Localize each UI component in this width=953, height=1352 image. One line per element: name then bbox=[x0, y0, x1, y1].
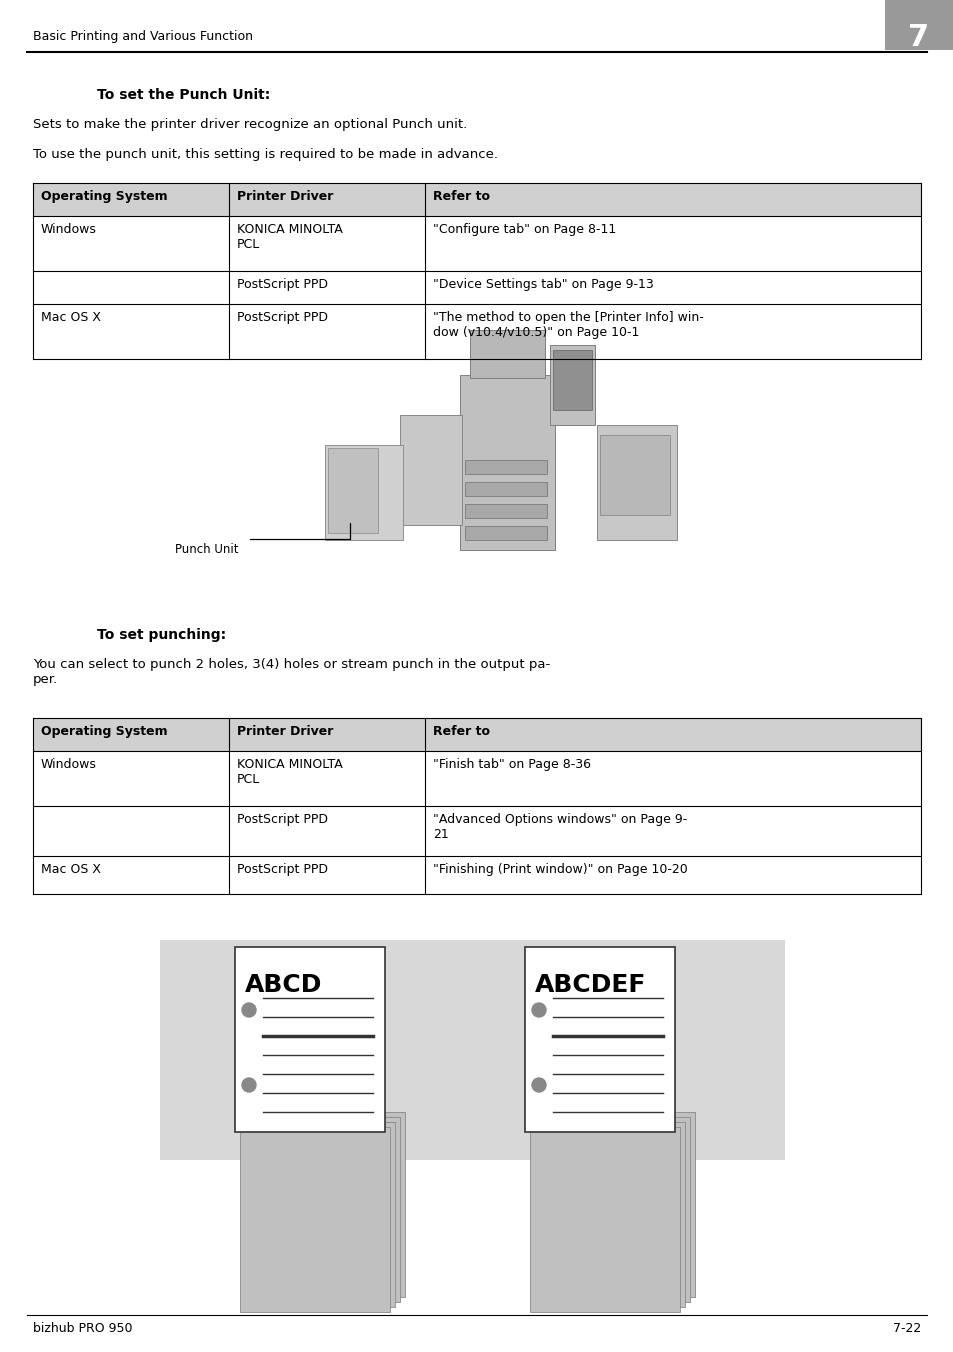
Bar bbox=[599, 435, 669, 515]
Text: To set the Punch Unit:: To set the Punch Unit: bbox=[97, 88, 270, 101]
Bar bbox=[240, 1128, 390, 1311]
Bar bbox=[234, 946, 385, 1132]
Bar bbox=[325, 445, 402, 539]
Text: Punch Unit: Punch Unit bbox=[174, 544, 238, 556]
Text: 7-22: 7-22 bbox=[892, 1322, 920, 1334]
Text: Mac OS X: Mac OS X bbox=[41, 311, 101, 324]
Bar bbox=[328, 448, 377, 533]
Text: "Device Settings tab" on Page 9-13: "Device Settings tab" on Page 9-13 bbox=[433, 279, 653, 291]
Text: "Advanced Options windows" on Page 9-
21: "Advanced Options windows" on Page 9- 21 bbox=[433, 813, 686, 841]
Text: "Finishing (Print window)" on Page 10-20: "Finishing (Print window)" on Page 10-20 bbox=[433, 863, 687, 876]
Bar bbox=[254, 1111, 405, 1297]
Text: ABCDEF: ABCDEF bbox=[535, 973, 646, 996]
Bar bbox=[33, 183, 920, 216]
Text: KONICA MINOLTA
PCL: KONICA MINOLTA PCL bbox=[236, 758, 342, 786]
Bar bbox=[399, 415, 461, 525]
Text: Mac OS X: Mac OS X bbox=[41, 863, 101, 876]
Bar bbox=[597, 425, 677, 539]
Bar bbox=[245, 1122, 395, 1307]
Text: PostScript PPD: PostScript PPD bbox=[236, 279, 328, 291]
Text: 7: 7 bbox=[907, 23, 928, 53]
Text: Refer to: Refer to bbox=[433, 725, 490, 738]
Text: Sets to make the printer driver recognize an optional Punch unit.: Sets to make the printer driver recogniz… bbox=[33, 118, 467, 131]
Bar bbox=[470, 330, 544, 379]
Bar bbox=[524, 946, 675, 1132]
Bar bbox=[553, 350, 592, 410]
Bar bbox=[530, 1128, 679, 1311]
Bar bbox=[539, 1117, 689, 1302]
Bar bbox=[33, 718, 920, 750]
Text: To set punching:: To set punching: bbox=[97, 627, 226, 642]
Text: Operating System: Operating System bbox=[41, 191, 168, 203]
Text: Windows: Windows bbox=[41, 758, 97, 771]
Text: To use the punch unit, this setting is required to be made in advance.: To use the punch unit, this setting is r… bbox=[33, 147, 497, 161]
Text: Operating System: Operating System bbox=[41, 725, 168, 738]
Text: Basic Printing and Various Function: Basic Printing and Various Function bbox=[33, 30, 253, 43]
Circle shape bbox=[532, 1078, 545, 1092]
Text: "Finish tab" on Page 8-36: "Finish tab" on Page 8-36 bbox=[433, 758, 590, 771]
Text: PostScript PPD: PostScript PPD bbox=[236, 863, 328, 876]
Text: bizhub PRO 950: bizhub PRO 950 bbox=[33, 1322, 132, 1334]
Text: PostScript PPD: PostScript PPD bbox=[236, 311, 328, 324]
Bar bbox=[250, 1117, 399, 1302]
Bar bbox=[550, 345, 595, 425]
Text: ABCD: ABCD bbox=[245, 973, 322, 996]
Text: Windows: Windows bbox=[41, 223, 97, 237]
Text: Printer Driver: Printer Driver bbox=[236, 191, 333, 203]
Circle shape bbox=[242, 1078, 255, 1092]
Text: "The method to open the [Printer Info] win-
dow (v10.4/v10.5)" on Page 10-1: "The method to open the [Printer Info] w… bbox=[433, 311, 703, 339]
Text: You can select to punch 2 holes, 3(4) holes or stream punch in the output pa-
pe: You can select to punch 2 holes, 3(4) ho… bbox=[33, 658, 550, 685]
Circle shape bbox=[532, 1003, 545, 1017]
Bar bbox=[884, 0, 953, 50]
Bar bbox=[544, 1111, 695, 1297]
Bar bbox=[464, 526, 546, 539]
Bar bbox=[464, 483, 546, 496]
Text: "Configure tab" on Page 8-11: "Configure tab" on Page 8-11 bbox=[433, 223, 616, 237]
Bar bbox=[464, 504, 546, 518]
Bar bbox=[160, 940, 784, 1160]
Text: PostScript PPD: PostScript PPD bbox=[236, 813, 328, 826]
Circle shape bbox=[242, 1003, 255, 1017]
Text: Refer to: Refer to bbox=[433, 191, 490, 203]
Bar bbox=[464, 460, 546, 475]
Text: KONICA MINOLTA
PCL: KONICA MINOLTA PCL bbox=[236, 223, 342, 251]
Bar bbox=[535, 1122, 684, 1307]
Bar bbox=[459, 375, 555, 550]
Text: Printer Driver: Printer Driver bbox=[236, 725, 333, 738]
